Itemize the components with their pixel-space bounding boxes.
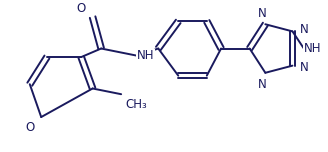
Text: N: N <box>299 61 308 74</box>
Text: N: N <box>258 7 267 20</box>
Text: CH₃: CH₃ <box>125 98 147 111</box>
Text: NH: NH <box>137 49 154 62</box>
Text: N: N <box>299 23 308 36</box>
Text: O: O <box>76 2 86 15</box>
Text: O: O <box>26 121 35 134</box>
Text: N: N <box>258 78 267 92</box>
Text: NH: NH <box>304 42 321 55</box>
